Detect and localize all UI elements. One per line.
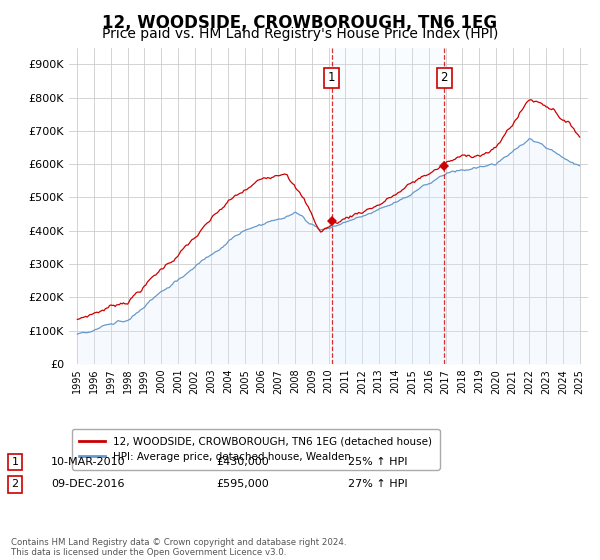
- Text: 10-MAR-2010: 10-MAR-2010: [51, 457, 125, 467]
- Bar: [332, 48, 445, 364]
- Text: 09-DEC-2016: 09-DEC-2016: [51, 479, 125, 489]
- Text: Price paid vs. HM Land Registry's House Price Index (HPI): Price paid vs. HM Land Registry's House …: [102, 27, 498, 41]
- Text: 2: 2: [440, 71, 448, 84]
- Text: 1: 1: [328, 71, 335, 84]
- Text: 2: 2: [11, 479, 19, 489]
- Text: £595,000: £595,000: [216, 479, 269, 489]
- Text: 1: 1: [11, 457, 19, 467]
- Text: 12, WOODSIDE, CROWBOROUGH, TN6 1EG: 12, WOODSIDE, CROWBOROUGH, TN6 1EG: [103, 14, 497, 32]
- Text: £430,000: £430,000: [216, 457, 269, 467]
- Text: 27% ↑ HPI: 27% ↑ HPI: [348, 479, 407, 489]
- Legend: 12, WOODSIDE, CROWBOROUGH, TN6 1EG (detached house), HPI: Average price, detache: 12, WOODSIDE, CROWBOROUGH, TN6 1EG (deta…: [71, 430, 440, 470]
- Text: 25% ↑ HPI: 25% ↑ HPI: [348, 457, 407, 467]
- Text: Contains HM Land Registry data © Crown copyright and database right 2024.
This d: Contains HM Land Registry data © Crown c…: [11, 538, 346, 557]
